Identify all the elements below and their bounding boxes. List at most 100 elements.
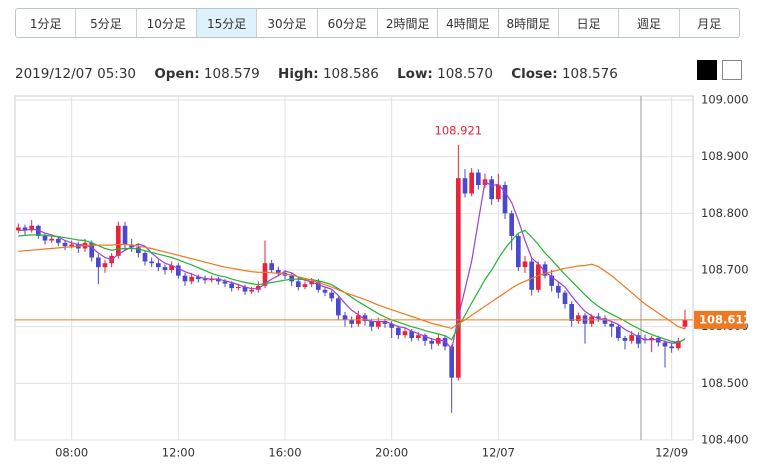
tab[interactable]: 5分足 bbox=[76, 9, 137, 37]
candle-body bbox=[489, 179, 494, 200]
tab[interactable]: 30分足 bbox=[257, 9, 318, 37]
candle-body bbox=[236, 287, 241, 289]
candle-body bbox=[182, 275, 188, 282]
candle-body bbox=[122, 225, 128, 245]
candle-body bbox=[496, 185, 501, 200]
tab[interactable]: 月足 bbox=[697, 16, 722, 31]
plot-area bbox=[14, 95, 694, 441]
candle-body bbox=[322, 289, 328, 293]
candle-body bbox=[176, 265, 181, 276]
candle-body bbox=[149, 261, 154, 264]
info-value: 108.576 bbox=[561, 66, 618, 82]
candle-body bbox=[469, 172, 474, 194]
info-value: 108.586 bbox=[322, 66, 379, 82]
x-tick-label: 08:00 bbox=[55, 446, 88, 460]
candle-body bbox=[402, 331, 408, 336]
candle-body bbox=[569, 304, 574, 321]
candle-body bbox=[509, 213, 514, 236]
candle-body bbox=[349, 319, 354, 324]
candle-body bbox=[296, 281, 301, 287]
candle-body bbox=[362, 315, 368, 321]
candle-body bbox=[596, 316, 601, 319]
candle-body bbox=[89, 242, 94, 258]
ohlc-info: 2019/12/07 05:30 Open: 108.579 High: 108… bbox=[15, 66, 618, 82]
candle-body bbox=[369, 321, 374, 327]
candle-body bbox=[102, 263, 108, 268]
candle-body bbox=[256, 285, 261, 290]
candle-body bbox=[622, 338, 628, 341]
candle-body bbox=[409, 331, 414, 338]
info-value: 108.579 bbox=[203, 66, 260, 82]
candle-body bbox=[249, 289, 254, 292]
last-price-label: 108.612 bbox=[699, 312, 751, 326]
tab[interactable]: 10分足 bbox=[137, 9, 197, 37]
candle-body bbox=[229, 283, 234, 289]
tab[interactable]: 週足 bbox=[619, 9, 680, 37]
candle-body bbox=[422, 335, 428, 341]
x-tick-label: 12/09 bbox=[655, 446, 688, 460]
candle-body bbox=[162, 267, 168, 270]
x-tick-label: 20:00 bbox=[375, 446, 408, 460]
candle-body bbox=[276, 270, 281, 273]
candle-body bbox=[522, 261, 528, 268]
y-tick-label: 108.400 bbox=[701, 433, 749, 447]
candle-body bbox=[476, 172, 481, 185]
candle-body bbox=[49, 238, 54, 241]
candle-body bbox=[549, 275, 554, 286]
y-tick-label: 108.700 bbox=[701, 263, 749, 277]
moving-average-line bbox=[18, 229, 686, 344]
candle-body bbox=[202, 279, 208, 281]
candle-body bbox=[222, 281, 228, 284]
candle-body bbox=[676, 340, 681, 349]
candle-body bbox=[96, 257, 101, 268]
y-tick-label: 109.000 bbox=[701, 93, 749, 107]
candle-body bbox=[669, 346, 674, 349]
info-label: Open: bbox=[154, 66, 200, 82]
candle-body bbox=[329, 292, 334, 299]
candle-body bbox=[216, 278, 221, 282]
candle-body bbox=[156, 263, 161, 268]
moving-average-line bbox=[18, 243, 686, 330]
tab[interactable]: 2時間足 bbox=[378, 9, 439, 37]
candle-body bbox=[302, 284, 308, 287]
candle-body bbox=[262, 263, 268, 286]
dark-theme-button[interactable] bbox=[697, 60, 717, 80]
candle-body bbox=[196, 276, 201, 280]
candle-body bbox=[129, 244, 134, 248]
candle-body bbox=[69, 244, 74, 247]
y-tick-label: 108.800 bbox=[701, 206, 749, 220]
candle-body bbox=[609, 323, 614, 327]
candle-body bbox=[616, 326, 621, 338]
light-theme-button[interactable] bbox=[722, 60, 742, 80]
candle-body bbox=[502, 185, 508, 214]
tab[interactable]: 4時間足 bbox=[438, 9, 499, 37]
candle-body bbox=[536, 264, 541, 290]
candle-body bbox=[662, 342, 668, 347]
candle-body bbox=[389, 323, 394, 328]
candle-body bbox=[189, 276, 194, 282]
tab[interactable]: 15分足 bbox=[196, 9, 258, 37]
candle-body bbox=[29, 225, 34, 231]
candle-body bbox=[22, 227, 28, 231]
candle-body bbox=[542, 264, 548, 276]
tab[interactable]: 60分足 bbox=[318, 9, 378, 37]
tab[interactable]: 日足 bbox=[559, 9, 620, 37]
candle-body bbox=[116, 225, 121, 256]
last-price-box bbox=[694, 310, 746, 329]
candle-body bbox=[456, 178, 461, 378]
candle-body bbox=[316, 281, 321, 290]
candle-body bbox=[342, 315, 348, 320]
tab[interactable]: 1分足 bbox=[16, 9, 77, 37]
timeframe-tabs: 1分足 5分足 10分足 15分足 30分足 60分足 2時間足 4時間足 8時間足 日足 週足 月足 bbox=[15, 8, 740, 38]
tab[interactable]: 8時間足 bbox=[499, 9, 559, 37]
candle-body bbox=[336, 298, 341, 316]
candle-body bbox=[269, 263, 274, 270]
candle-body bbox=[562, 292, 568, 304]
candle-body bbox=[42, 236, 48, 241]
candle-body bbox=[396, 327, 401, 336]
candle-body bbox=[629, 335, 634, 341]
candle-body bbox=[142, 253, 148, 262]
info-label: Low: bbox=[397, 66, 433, 82]
